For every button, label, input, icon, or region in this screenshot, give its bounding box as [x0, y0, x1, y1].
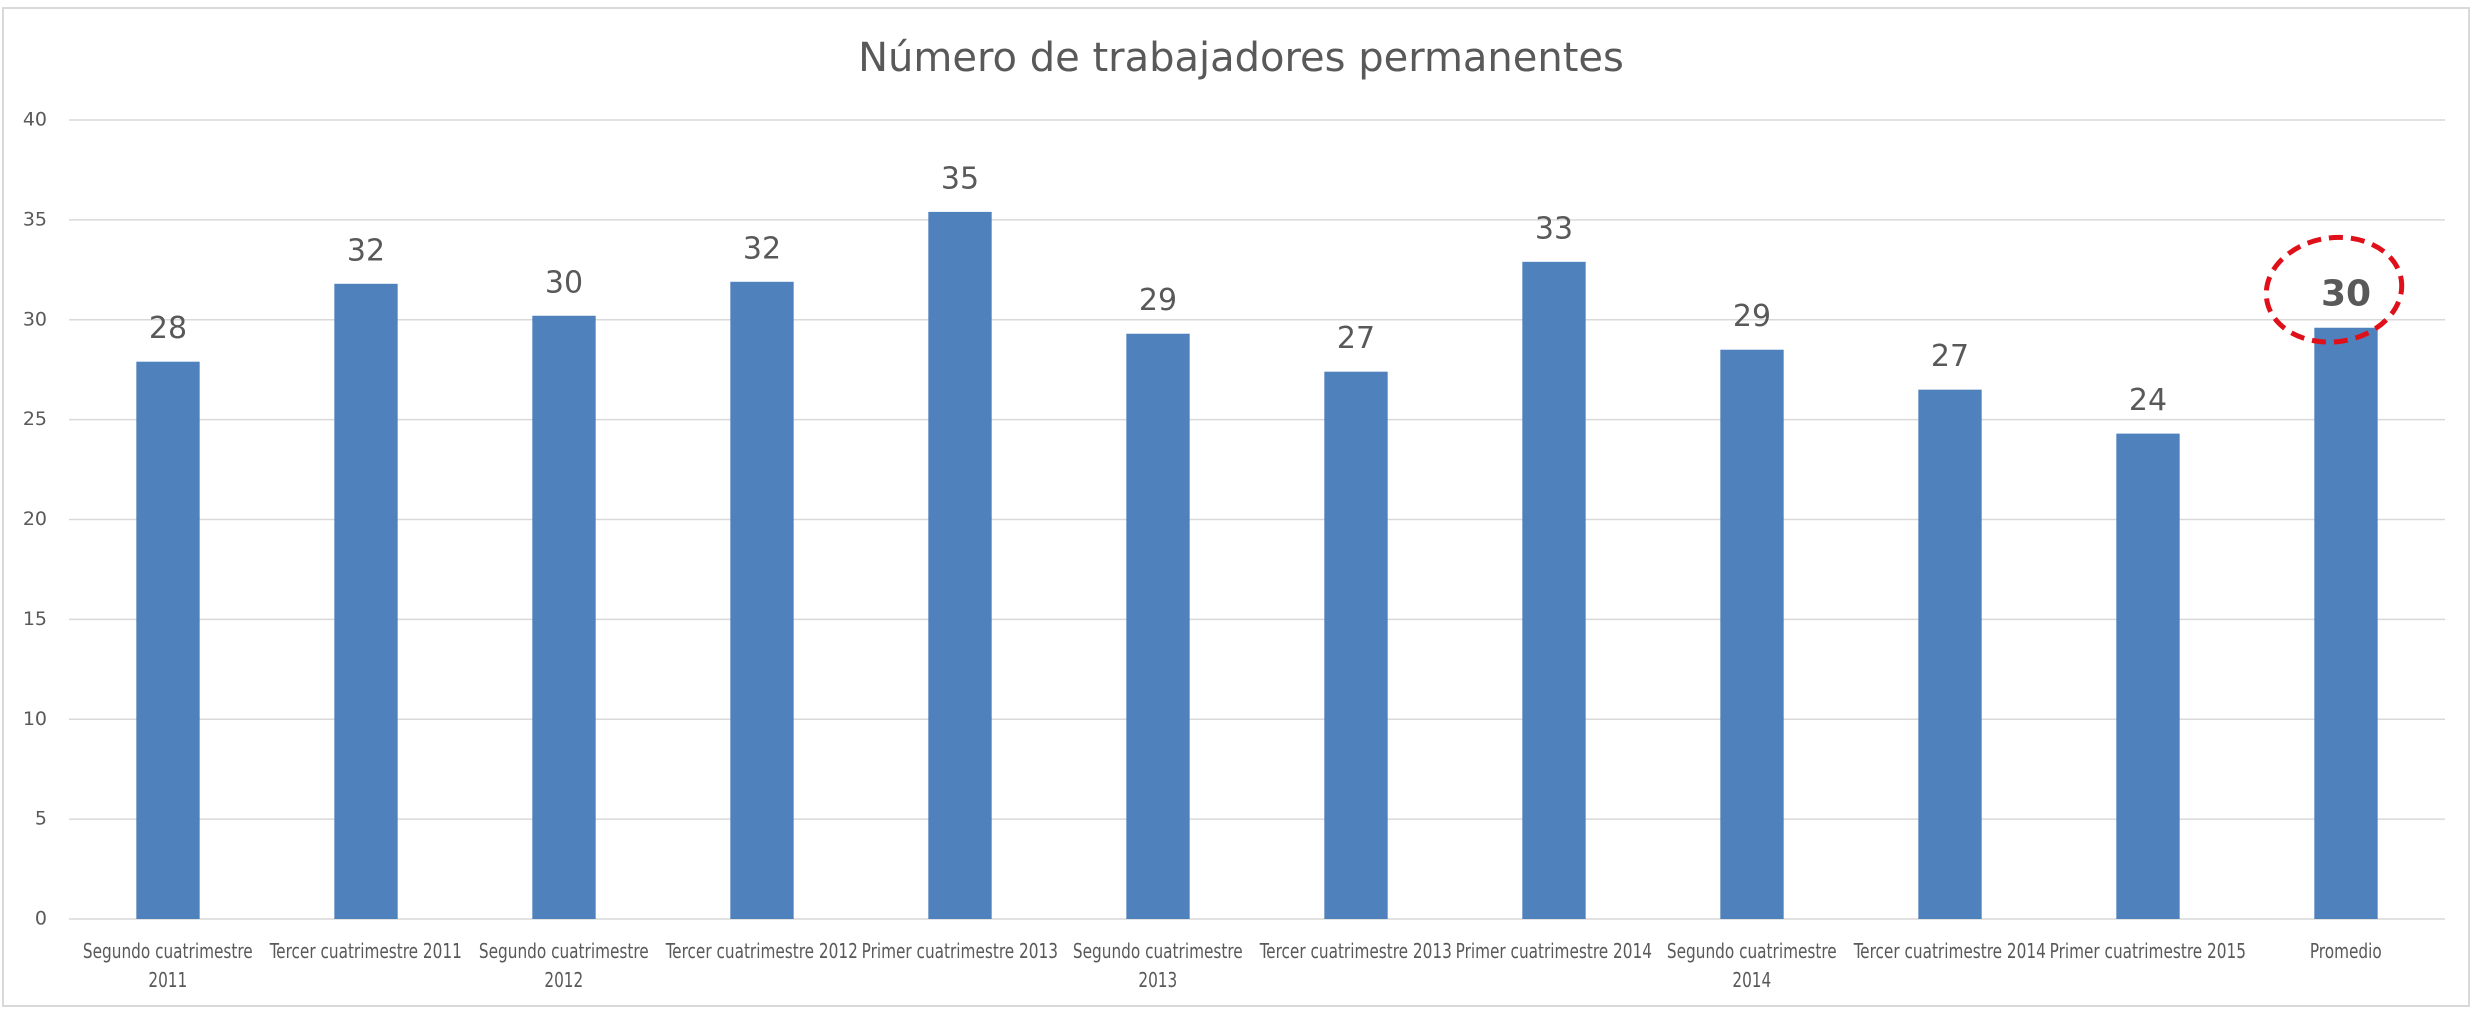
bar [334, 283, 398, 919]
y-tick-label: 15 [23, 608, 47, 630]
x-tick-label: Tercer cuatrimestre 2012 [665, 939, 859, 963]
highlight-circle [2263, 234, 2405, 345]
data-label: 30 [545, 265, 583, 300]
data-label: 30 [2321, 274, 2371, 315]
y-tick-label: 40 [23, 109, 47, 131]
data-label: 32 [743, 231, 781, 266]
y-tick-label: 30 [23, 308, 47, 330]
x-tick-label: Tercer cuatrimestre 2014 [1853, 939, 2047, 963]
x-tick-label: Tercer cuatrimestre 2011 [269, 939, 463, 963]
data-label: 32 [347, 233, 385, 268]
x-tick-label: Segundo cuatrimestre 2012 [479, 939, 649, 992]
bar [730, 281, 794, 919]
y-tick-label: 35 [23, 208, 47, 230]
y-tick-label: 0 [35, 908, 47, 930]
chart-title: Número de trabajadores permanentes [858, 35, 1624, 81]
bar [2116, 433, 2180, 919]
bar [1126, 333, 1190, 919]
data-label: 27 [1337, 321, 1375, 356]
data-label: 29 [1139, 283, 1177, 318]
x-tick-label: Tercer cuatrimestre 2013 [1259, 939, 1453, 963]
bar [2314, 327, 2378, 919]
bar [1522, 261, 1586, 919]
y-tick-label: 25 [23, 408, 47, 430]
bar [1324, 371, 1388, 919]
y-tick-label: 10 [23, 708, 47, 730]
chart-border [2, 7, 2470, 1007]
bar [532, 315, 596, 919]
data-label: 28 [149, 311, 187, 346]
x-tick-label: Segundo cuatrimestre 2014 [1667, 939, 1837, 992]
x-tick-label: Segundo cuatrimestre 2013 [1073, 939, 1243, 992]
bar [136, 361, 200, 919]
x-tick-label: Segundo cuatrimestre 2011 [83, 939, 253, 992]
data-label: 27 [1931, 339, 1969, 374]
bar [928, 211, 992, 919]
data-label: 29 [1733, 299, 1771, 334]
x-tick-label: Primer cuatrimestre 2014 [1455, 939, 1653, 963]
data-label: 24 [2129, 383, 2167, 418]
x-tick-label: Primer cuatrimestre 2015 [2049, 939, 2247, 963]
bar [1720, 349, 1784, 919]
data-label: 33 [1535, 211, 1573, 246]
y-tick-label: 5 [35, 808, 47, 830]
data-label: 35 [941, 161, 979, 196]
bar [1918, 389, 1982, 920]
y-tick-label: 20 [23, 508, 47, 530]
x-tick-label: Primer cuatrimestre 2013 [861, 939, 1059, 963]
x-tick-label: Promedio [2310, 939, 2382, 963]
